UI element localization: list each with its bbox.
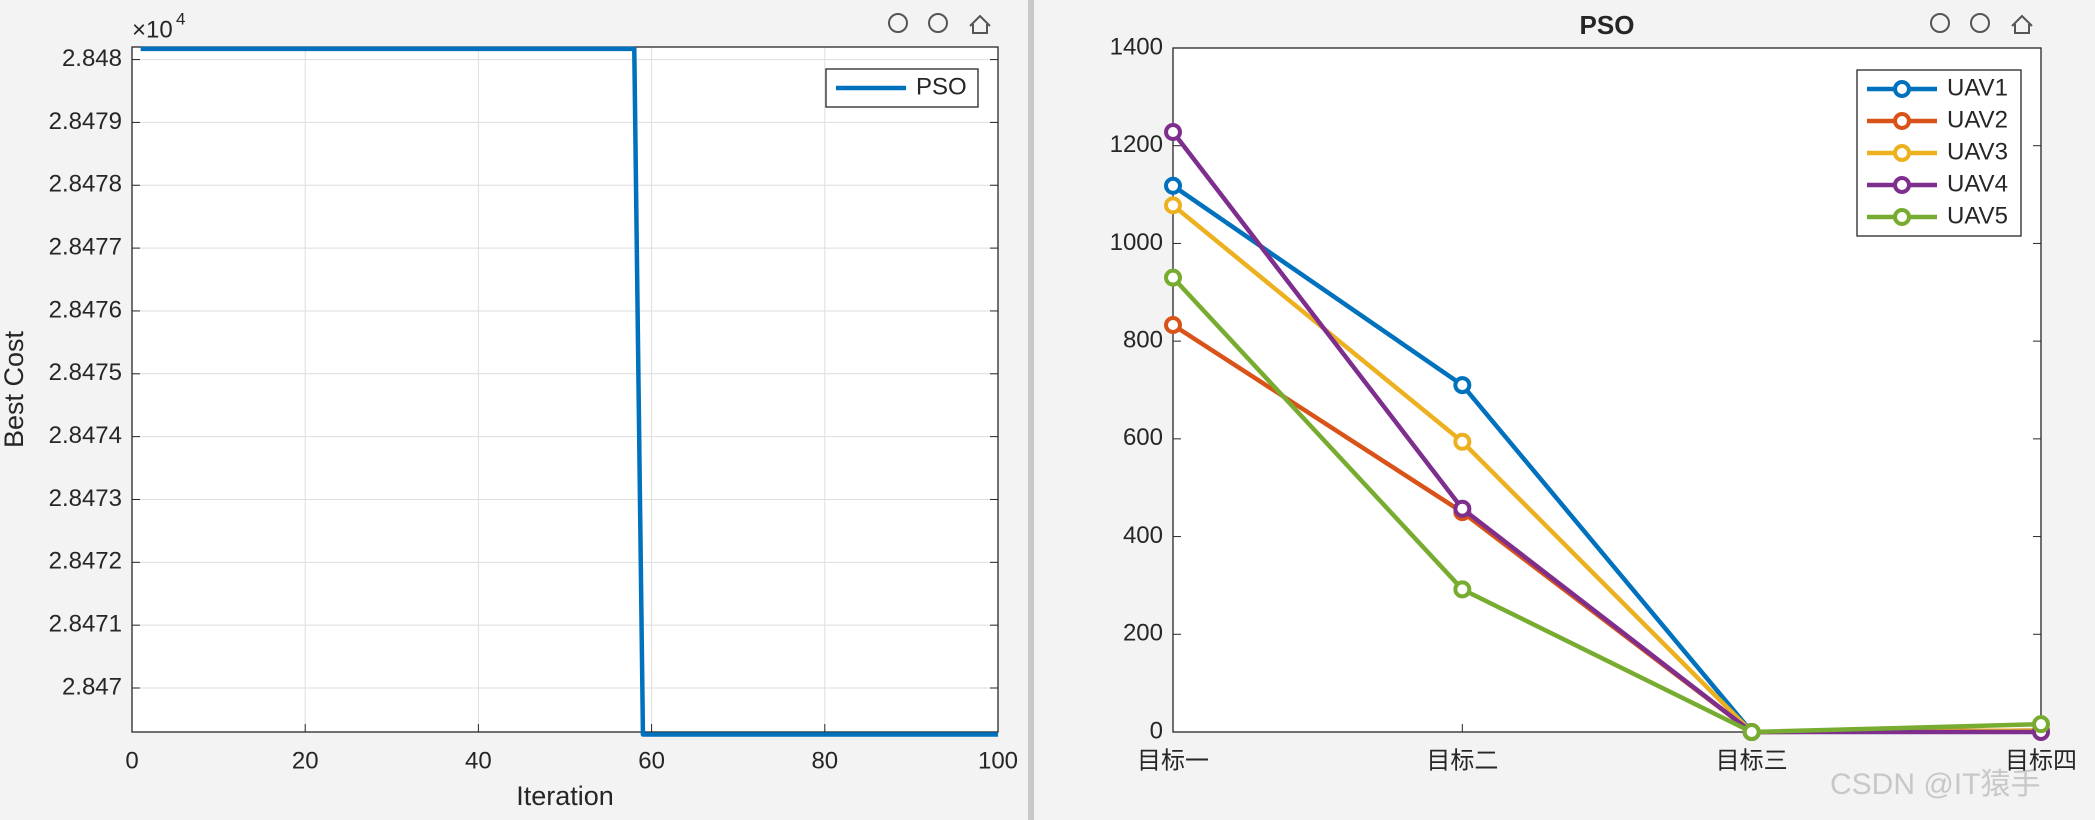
plot-area [132,47,998,732]
x-tick-label: 60 [638,747,665,774]
series-line [1171,130,2041,735]
zoom-out-icon[interactable] [928,13,948,33]
y-tick-label: 2.8475 [49,359,122,386]
zoom-out-icon[interactable] [1970,13,1990,33]
marker [2032,715,2050,734]
legend-label: UAV2 [1947,106,2008,133]
marker [1453,499,1472,518]
y-tick-label: 2.847 [62,673,122,700]
x-tick-label: 目标一 [1137,747,1209,774]
y-axis-label: Best Cost [0,330,29,448]
y-scale-label: ×10 [132,16,173,43]
y-tick-label: 2.8473 [49,485,122,512]
right-toolbar [1930,13,2033,34]
legend-label: PSO [916,73,967,100]
legend-label: UAV5 [1947,202,2008,229]
marker [1164,176,1182,195]
marker [1453,580,1472,599]
marker [1453,376,1472,395]
marker [1164,268,1182,287]
legend-marker [1893,80,1911,98]
marker [1742,723,1761,741]
y-tick-label: 2.8476 [49,296,122,323]
legend-label: UAV4 [1947,170,2008,197]
left-toolbar [888,13,991,34]
series-line [1171,276,2042,735]
y-tick-label: 2.8477 [49,233,122,260]
legend-marker [1893,112,1911,130]
marker [1453,432,1472,451]
y-tick-label: 2.848 [62,45,122,72]
legend-marker [1893,176,1911,194]
series-line [140,46,998,737]
home-icon[interactable] [2011,14,2033,34]
legend-label: UAV1 [1947,74,2008,101]
marker [1164,196,1182,215]
y-tick-label: 1200 [1110,131,1163,158]
marker [1164,316,1182,335]
legend-label: UAV3 [1947,138,2008,165]
legend-marker [1893,208,1911,226]
zoom-in-icon[interactable] [888,13,908,33]
zoom-in-icon[interactable] [1930,13,1950,33]
y-tick-label: 2.8472 [49,548,122,575]
y-tick-label: 1400 [1110,33,1163,60]
y-tick-label: 1000 [1110,229,1163,256]
x-tick-label: 40 [465,747,492,774]
x-tick-label: 100 [978,747,1018,774]
x-tick-label: 目标二 [1426,747,1498,774]
y-tick-label: 800 [1123,326,1163,353]
x-axis-label: Iteration [516,781,614,811]
y-tick-label: 2.8474 [49,422,122,449]
x-tick-label: 目标三 [1716,747,1788,774]
y-tick-label: 0 [1150,717,1163,744]
x-tick-label: 80 [811,747,838,774]
home-icon[interactable] [969,14,991,34]
x-tick-label: 0 [125,747,138,774]
y-tick-label: 2.8478 [49,171,122,198]
y-tick-label: 200 [1123,620,1163,647]
y-scale-exponent: 4 [176,9,185,28]
x-tick-label: 目标四 [2005,747,2077,774]
y-tick-label: 600 [1123,424,1163,451]
watermark: CSDN @IT猿手 [1830,768,2040,801]
divider [1028,0,1034,820]
y-tick-label: 2.8471 [49,611,122,638]
x-tick-label: 20 [292,747,319,774]
y-tick-label: 2.8479 [49,108,122,135]
legend-marker [1893,144,1911,162]
y-tick-label: 400 [1123,522,1163,549]
marker [1164,123,1182,142]
axes-box [1172,47,2042,733]
chart-title: PSO [1580,10,1635,40]
